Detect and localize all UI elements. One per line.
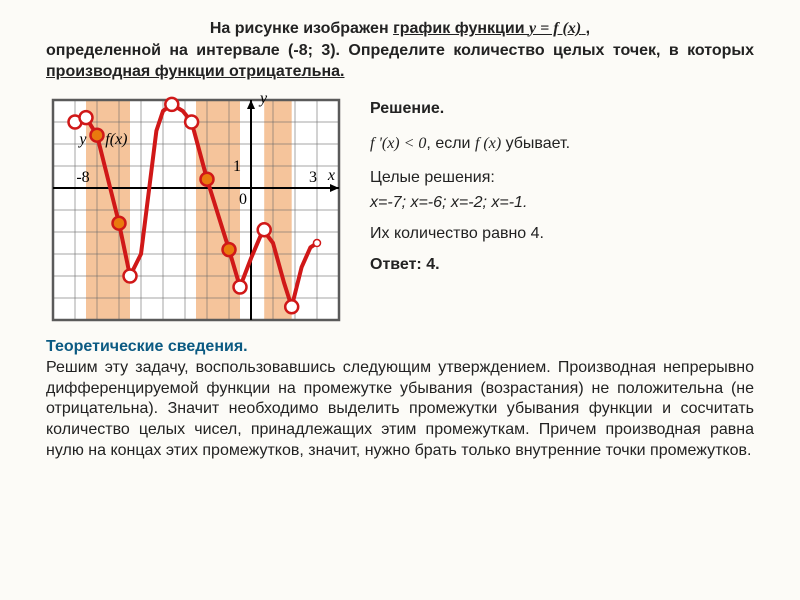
solution-header: Решение. [370,97,754,122]
svg-text:y: y [258,93,268,107]
cond-mid: , если [426,135,475,152]
int-vals: x=-7; x=-6; x=-2; x=-1. [370,191,754,216]
problem-statement: На рисунке изображен график функции y = … [46,18,754,83]
problem-l1-suffix: , [586,20,590,37]
int-label: Целые решения: [370,166,754,191]
problem-formula: y = f (x) [529,20,581,37]
cond-tail: убывает. [501,135,570,152]
theory-header: Теоретические сведения. [46,338,754,356]
count-line: Их количество равно 4. [370,222,754,247]
problem-l2-ul: производная функции отрицательна. [46,63,345,80]
theory-body: Решим эту задачу, воспользовавшись следу… [46,358,754,462]
svg-text:0: 0 [239,191,247,208]
solution-block: Решение. f '(x) < 0, если f (x) убывает.… [370,93,754,332]
cond-math: f '(x) < 0 [370,135,426,152]
svg-text:1: 1 [233,158,241,175]
svg-text:3: 3 [309,169,317,186]
svg-text:-8: -8 [76,169,89,186]
function-chart: -8031yxy = f(x) [46,93,346,332]
cond-fx: f (x) [475,135,501,152]
svg-text:x: x [327,167,335,184]
answer: Ответ: 4. [370,253,754,278]
problem-l1-func: график функции [393,20,529,37]
problem-l2: определенной на интервале (-8; 3). Опред… [46,42,754,59]
problem-l1-prefix: На рисунке изображен [210,20,393,37]
